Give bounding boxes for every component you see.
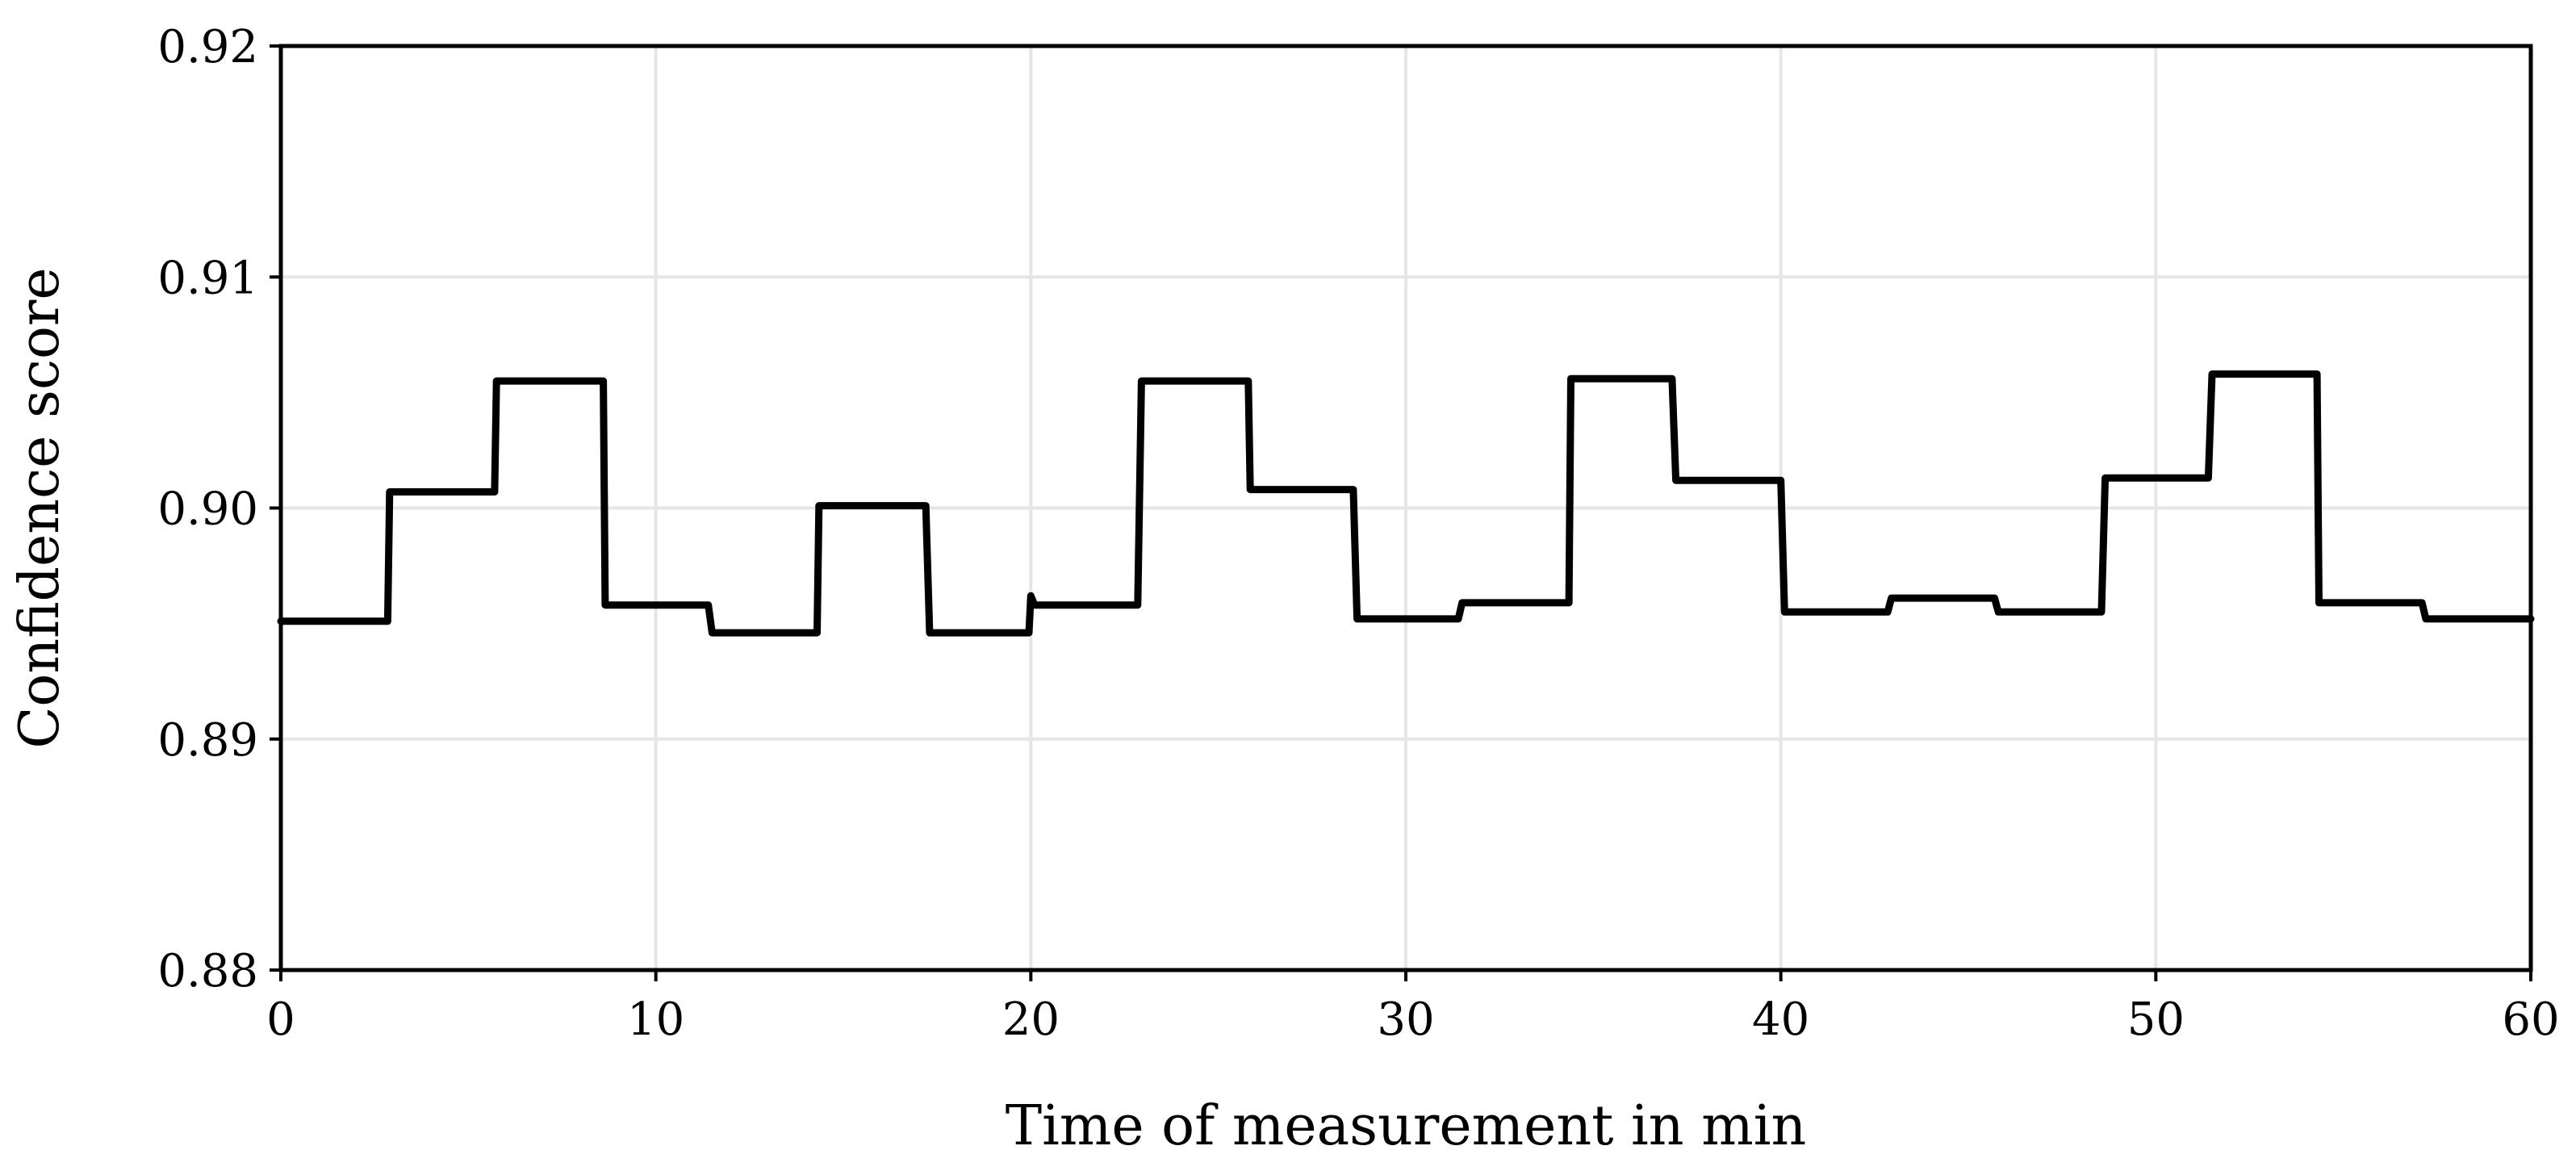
y-tick-label: 0.92	[157, 21, 258, 73]
x-tick-label: 40	[1752, 993, 1809, 1046]
x-axis-ticks: 0 10 20 30 40 50 60	[266, 970, 2560, 1046]
x-axis-label: Time of measurement in min	[1006, 1094, 1807, 1158]
x-tick-label: 30	[1377, 993, 1434, 1046]
y-tick-label: 0.88	[157, 945, 258, 997]
x-tick-label: 50	[2127, 993, 2185, 1046]
y-tick-label: 0.90	[157, 483, 258, 536]
x-tick-label: 20	[1002, 993, 1060, 1046]
y-axis-label: Confidence score	[8, 267, 72, 748]
y-tick-label: 0.91	[157, 252, 258, 304]
x-tick-label: 0	[266, 993, 295, 1046]
x-tick-label: 60	[2502, 993, 2559, 1046]
confidence-score-line	[277, 370, 2535, 637]
x-tick-label: 10	[627, 993, 684, 1046]
y-tick-label: 0.89	[157, 714, 258, 767]
y-axis-ticks: 0.88 0.89 0.90 0.91 0.92	[157, 21, 281, 997]
